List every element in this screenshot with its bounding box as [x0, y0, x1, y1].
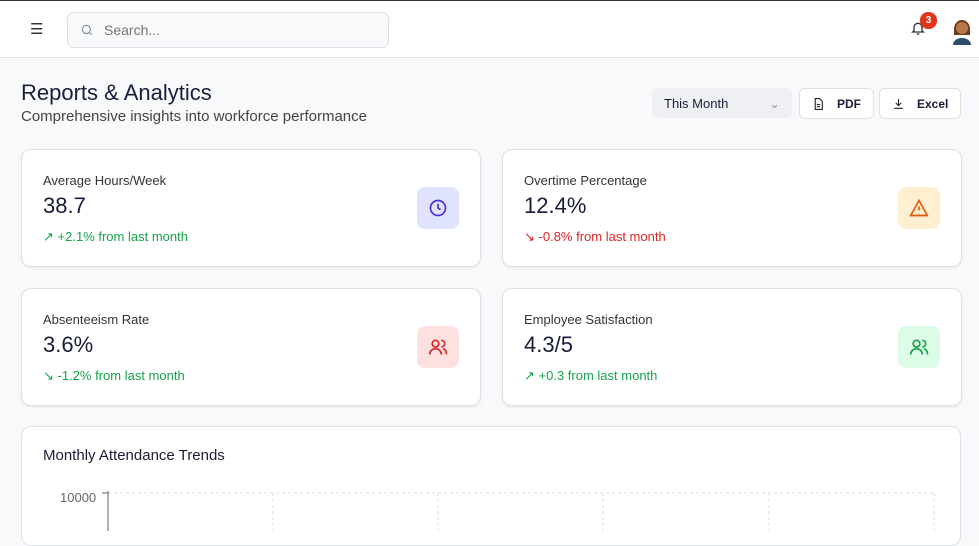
period-select[interactable]: This Month ⌄	[652, 88, 792, 118]
search-input[interactable]	[104, 22, 364, 38]
stat-trend: ↗ +2.1% from last month	[43, 229, 188, 245]
chevron-down-icon: ⌄	[769, 96, 780, 111]
user-avatar[interactable]	[950, 15, 974, 45]
attendance-chart-card: Monthly Attendance Trends 10000	[21, 426, 961, 546]
export-excel-button[interactable]: Excel	[879, 88, 962, 119]
stat-value: 12.4%	[524, 193, 587, 218]
export-pdf-button[interactable]: PDF	[799, 88, 874, 119]
file-icon	[814, 97, 823, 110]
stat-label: Overtime Percentage	[524, 173, 647, 188]
top-bar: ☰ 3	[0, 1, 979, 58]
page-title: Reports & Analytics	[21, 80, 212, 105]
clock-icon	[417, 187, 459, 229]
excel-label: Excel	[917, 96, 949, 111]
stat-trend-text: +0.3 from last month	[538, 368, 658, 383]
stat-value: 3.6%	[43, 332, 94, 357]
users-icon	[417, 326, 459, 368]
chart-grid	[102, 491, 935, 531]
trend-down-icon: ↘	[43, 368, 54, 383]
stat-card: Absenteeism Rate 3.6% ↘ -1.2% from last …	[21, 288, 481, 406]
stat-trend: ↗ +0.3 from last month	[524, 368, 657, 384]
download-icon	[894, 98, 903, 109]
alert-triangle-icon	[898, 187, 940, 229]
stat-value: 38.7	[43, 193, 86, 218]
chart-title: Monthly Attendance Trends	[43, 447, 225, 464]
search-box[interactable]	[67, 12, 389, 48]
y-tick-label: 10000	[60, 490, 97, 505]
stat-label: Average Hours/Week	[43, 173, 167, 188]
stat-label: Absenteeism Rate	[43, 312, 150, 327]
stat-label: Employee Satisfaction	[524, 312, 653, 327]
stat-trend: ↘ -0.8% from last month	[524, 229, 666, 245]
page-subtitle: Comprehensive insights into workforce pe…	[21, 108, 367, 125]
users-icon	[898, 326, 940, 368]
period-value: This Month	[664, 96, 729, 111]
stat-card: Average Hours/Week 38.7 ↗ +2.1% from las…	[21, 149, 481, 267]
search-icon	[81, 24, 93, 36]
pdf-label: PDF	[837, 96, 861, 111]
stat-card: Overtime Percentage 12.4% ↘ -0.8% from l…	[502, 149, 962, 267]
stat-trend-text: +2.1% from last month	[57, 229, 188, 244]
trend-down-icon: ↘	[524, 229, 535, 244]
stat-trend-text: -0.8% from last month	[538, 229, 666, 244]
stat-trend: ↘ -1.2% from last month	[43, 368, 185, 384]
trend-up-icon: ↗	[43, 229, 54, 244]
menu-icon[interactable]: ☰	[30, 21, 44, 38]
stat-trend-text: -1.2% from last month	[57, 368, 185, 383]
trend-up-icon: ↗	[524, 368, 535, 383]
stat-value: 4.3/5	[524, 332, 573, 357]
stat-card: Employee Satisfaction 4.3/5 ↗ +0.3 from …	[502, 288, 962, 406]
notification-badge: 3	[920, 12, 937, 29]
